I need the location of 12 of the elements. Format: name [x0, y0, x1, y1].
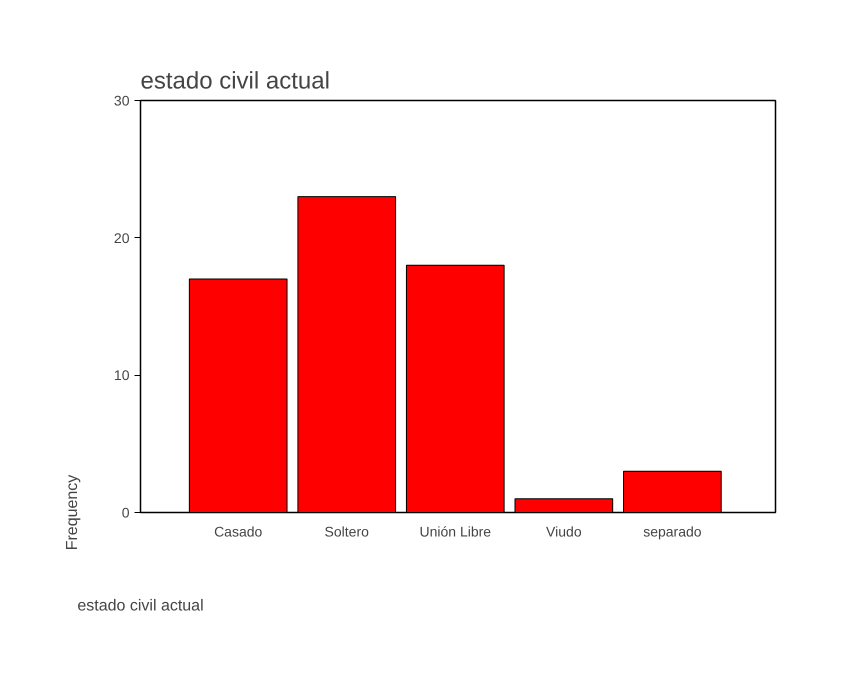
y-tick-label: 20	[114, 230, 130, 246]
x-tick-label: Casado	[214, 524, 263, 540]
chart-title: estado civil actual	[140, 68, 330, 94]
y-tick-label: 30	[114, 92, 130, 108]
x-tick-label: separado	[643, 524, 702, 540]
y-tick-label: 0	[122, 504, 130, 520]
x-tick-label: Unión Libre	[419, 524, 492, 540]
x-tick-label: Soltero	[324, 524, 370, 540]
y-tick-label: 10	[114, 367, 130, 384]
x-axis-title: estado civil actual	[77, 598, 204, 614]
y-axis-title: Frequency	[64, 474, 81, 550]
x-tick-label: Viudo	[546, 524, 582, 540]
